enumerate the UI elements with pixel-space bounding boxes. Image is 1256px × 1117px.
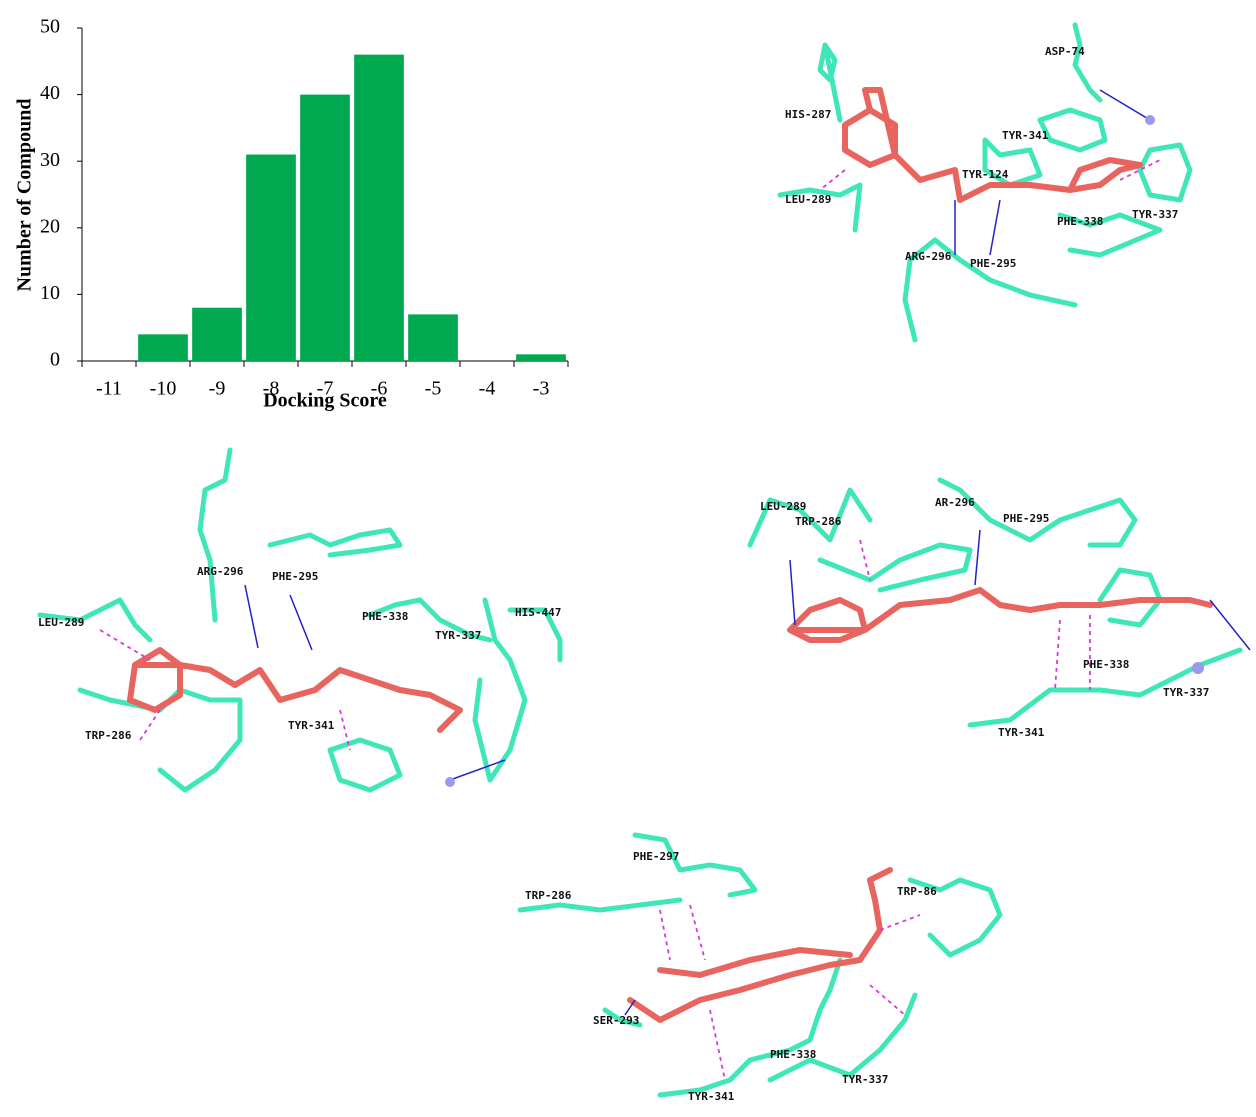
h-bond [245, 585, 258, 648]
residue-label: PHE-295 [272, 570, 318, 583]
residue-label: TYR-124 [962, 168, 1009, 181]
interaction [880, 915, 920, 930]
interaction [1055, 620, 1060, 690]
h-bond [990, 200, 1000, 255]
h-bond [1100, 90, 1150, 120]
molecule-panel-4 [520, 835, 1000, 1095]
y-tick-label: 20 [40, 215, 60, 237]
y-tick-label: 40 [40, 82, 60, 104]
residue-label: ASP-74 [1045, 45, 1085, 58]
ion [1145, 115, 1155, 125]
h-bond [1210, 600, 1250, 650]
y-tick-label: 30 [40, 149, 60, 171]
residue-label: TYR-337 [1163, 686, 1209, 699]
residue-label: PHE-295 [970, 257, 1016, 270]
h-bond [790, 560, 795, 625]
interaction [710, 1010, 725, 1080]
x-tick-label: -6 [371, 378, 388, 400]
residue [820, 545, 970, 590]
interaction [140, 710, 160, 740]
bar [246, 155, 296, 361]
residue [1140, 145, 1190, 200]
residue [770, 995, 915, 1080]
residue [1075, 25, 1100, 100]
y-axis-label: Number of Compound [14, 99, 36, 292]
residue-label: AR-296 [935, 496, 975, 509]
x-tick-label: -7 [317, 378, 334, 400]
residue [780, 185, 860, 230]
residue-label: PHE-338 [362, 610, 408, 623]
residue [475, 600, 525, 780]
residue-label: TYR-337 [1132, 208, 1178, 221]
residue-label: LEU-289 [760, 500, 806, 513]
residue [330, 740, 400, 790]
x-tick-label: -8 [263, 378, 280, 400]
bar [354, 55, 404, 361]
residue-label: ARG-296 [197, 565, 244, 578]
ligand [630, 870, 890, 1020]
bar [516, 354, 566, 361]
figure: Docking Score Number of Compound 0102030… [0, 0, 1256, 1117]
residue-label: PHE-338 [770, 1048, 816, 1061]
x-tick-label: -10 [150, 378, 177, 400]
interaction [820, 170, 845, 190]
residue [1040, 110, 1105, 150]
residue-label: PHE-295 [1003, 512, 1049, 525]
residue-label: TYR-337 [435, 629, 481, 642]
residue-label: LEU-289 [785, 193, 831, 206]
interaction [870, 985, 905, 1015]
residue [200, 450, 230, 620]
ion [1192, 662, 1204, 674]
residue-label: PHE-338 [1083, 658, 1129, 671]
x-tick-label: -11 [96, 378, 122, 400]
residue-label: TYR-341 [288, 719, 335, 732]
x-tick-label: -9 [209, 378, 226, 400]
residue-label: TRP-86 [897, 885, 937, 898]
y-tick-label: 10 [40, 282, 60, 304]
bar [300, 95, 350, 361]
ligand [130, 650, 460, 730]
ligand [660, 950, 850, 975]
y-tick-label: 50 [40, 16, 60, 38]
residue-label: TYR-337 [842, 1073, 888, 1086]
residue-label: HIS-447 [515, 606, 561, 619]
bar [192, 308, 242, 361]
residue-label: ARG-296 [905, 250, 952, 263]
residue-label: TRP-286 [795, 515, 842, 528]
residue-label: TYR-341 [688, 1090, 735, 1103]
residue-label: TYR-341 [998, 726, 1045, 739]
residue-label: LEU-289 [38, 616, 84, 629]
h-bond [975, 530, 980, 585]
x-tick-label: -5 [425, 378, 442, 400]
residue-label: TRP-286 [85, 729, 132, 742]
h-bond [290, 595, 312, 650]
residue [660, 960, 840, 1095]
residue-label: SER-293 [593, 1014, 639, 1027]
interaction [660, 910, 670, 960]
residue-label: TRP-286 [525, 889, 572, 902]
residue-label: HIS-287 [785, 108, 831, 121]
residue [635, 835, 755, 895]
ion [445, 777, 455, 787]
bar [138, 334, 188, 361]
interaction [690, 905, 705, 960]
residue-label: PHE-297 [633, 850, 679, 863]
residue-label: PHE-338 [1057, 215, 1103, 228]
residue [270, 530, 400, 555]
residue-label: TYR-341 [1002, 129, 1049, 142]
x-tick-label: -4 [479, 378, 496, 400]
molecule-panel-1 [780, 25, 1190, 340]
bar [408, 314, 458, 361]
y-tick-label: 0 [50, 349, 60, 371]
x-tick-label: -3 [533, 378, 550, 400]
